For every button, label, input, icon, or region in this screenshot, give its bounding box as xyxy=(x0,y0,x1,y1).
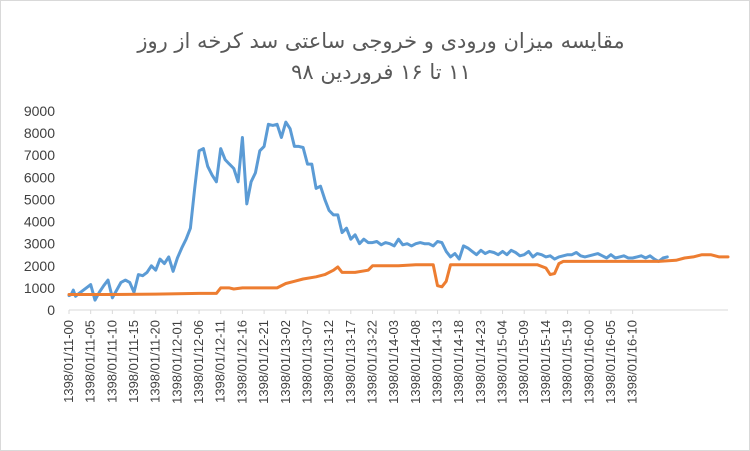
y-tick-label: 8000 xyxy=(24,125,55,141)
y-tick-label: 2000 xyxy=(24,258,55,274)
x-tick-label: 1398/01/16-00 xyxy=(581,320,596,404)
x-tick-label: 1398/01/16-10 xyxy=(625,320,640,404)
x-tick-label: 1398/01/13-22 xyxy=(364,320,379,404)
x-tick-label: 1398/01/15-09 xyxy=(516,320,531,404)
x-tick-label: 1398/01/14-18 xyxy=(451,320,466,404)
x-tick-label: 1398/01/15-14 xyxy=(538,320,553,404)
y-tick-label: 3000 xyxy=(24,236,55,252)
y-tick-label: 1000 xyxy=(24,280,55,296)
x-tick-label: 1398/01/14-13 xyxy=(430,320,445,404)
x-tick-label: 1398/01/11-10 xyxy=(104,320,119,403)
x-tick-label: 1398/01/12-11 xyxy=(213,320,228,403)
x-tick-label: 1398/01/15-04 xyxy=(495,320,510,404)
x-tick-label: 1398/01/12-06 xyxy=(191,320,206,404)
x-tick-label: 1398/01/14-03 xyxy=(386,320,401,404)
x-tick-label: 1398/01/11-05 xyxy=(83,320,98,403)
y-tick-label: 0 xyxy=(47,302,55,318)
series-line-2 xyxy=(67,253,730,296)
y-tick-label: 7000 xyxy=(24,147,55,163)
x-tick-label: 1398/01/13-12 xyxy=(321,320,336,404)
x-tick-label: 1398/01/14-23 xyxy=(473,320,488,404)
x-tick-label: 1398/01/13-07 xyxy=(299,320,314,404)
y-tick-label: 9000 xyxy=(24,103,55,119)
series-line-1 xyxy=(67,120,669,302)
x-tick-label: 1398/01/12-21 xyxy=(256,320,271,404)
chart-title-line-1: مقایسه میزان ورودی و خروجی ساعتی سد کرخه… xyxy=(136,29,624,53)
x-tick-label: 1398/01/11-00 xyxy=(61,320,76,403)
x-tick-label: 1398/01/15-19 xyxy=(560,320,575,404)
x-tick-label: 1398/01/13-17 xyxy=(343,320,358,404)
x-tick-label: 1398/01/12-01 xyxy=(169,320,184,404)
y-tick-label: 6000 xyxy=(24,169,55,185)
x-tick-label: 1398/01/14-08 xyxy=(408,320,423,404)
y-tick-label: 4000 xyxy=(24,214,55,230)
x-tick-label: 1398/01/11-20 xyxy=(148,320,163,403)
x-tick-label: 1398/01/11-15 xyxy=(126,320,141,403)
chart-title-line-2: ۱۱ تا ۱۶ فروردین ۹۸ xyxy=(291,60,471,84)
y-tick-label: 5000 xyxy=(24,191,55,207)
axes: 0 1000 2000 3000 4000 5000 6000 7000 8000 9000 139… xyxy=(24,103,728,404)
x-tick-label: 1398/01/12-16 xyxy=(234,320,249,404)
x-tick-label: 1398/01/13-02 xyxy=(278,320,293,404)
series-lines xyxy=(67,120,730,302)
x-tick-label: 1398/01/16-05 xyxy=(603,320,618,404)
